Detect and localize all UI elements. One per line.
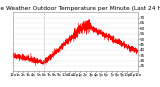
Title: Milwaukee Weather Outdoor Temperature per Minute (Last 24 Hours): Milwaukee Weather Outdoor Temperature pe…: [0, 6, 160, 11]
